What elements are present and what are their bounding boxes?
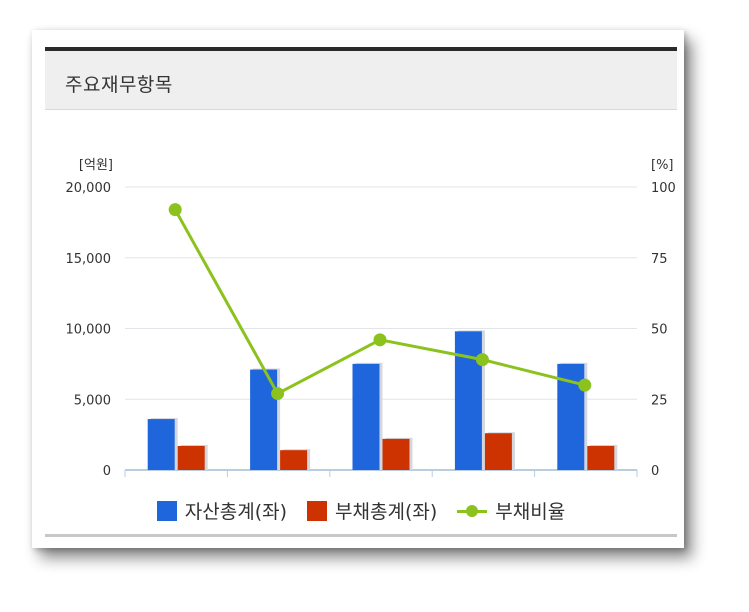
assets-swatch-icon bbox=[156, 500, 177, 521]
chart-legend: 자산총계(좌) 부채총계(좌) 부채비율 bbox=[45, 497, 677, 524]
x-tick-label: 2020/12 bbox=[252, 486, 306, 487]
y-left-tick-label: 20,000 bbox=[66, 181, 112, 196]
y-left-tick-label: 0 bbox=[103, 464, 111, 479]
assets-bar bbox=[352, 363, 380, 470]
liabilities-bar bbox=[587, 445, 615, 470]
y-left-tick-label: 5,000 bbox=[74, 393, 111, 408]
y-right-tick-label: 75 bbox=[651, 252, 668, 267]
y-right-unit-label: [%] bbox=[651, 158, 674, 173]
y-right-tick-label: 100 bbox=[651, 181, 676, 196]
chart-card: 주요재무항목 0 0 5,000 25 10,000 50 15,000 75 20,000 10… bbox=[32, 30, 684, 548]
liabilities-swatch-icon bbox=[307, 500, 328, 521]
legend-item-assets[interactable]: 자산총계(좌) bbox=[156, 497, 288, 524]
panel-top-border bbox=[45, 47, 677, 51]
liabilities-bar bbox=[382, 438, 410, 470]
assets-bar bbox=[147, 419, 175, 470]
liabilities-bar bbox=[484, 433, 512, 470]
x-tick-label: 2022/12 bbox=[456, 486, 510, 487]
legend-label-ratio: 부채비율 bbox=[495, 501, 566, 523]
panel-title: 주요재무항목 bbox=[65, 74, 173, 96]
assets-bar bbox=[454, 331, 482, 470]
y-left-unit-label: [억원] bbox=[79, 158, 113, 173]
y-left-tick-label: 15,000 bbox=[66, 252, 112, 267]
x-tick-label: 2019/12 bbox=[149, 486, 203, 487]
debt-ratio-point bbox=[373, 333, 387, 347]
legend-label-liabilities: 부채총계(좌) bbox=[335, 501, 438, 523]
legend-label-assets: 자산총계(좌) bbox=[184, 501, 288, 523]
y-right-tick-label: 50 bbox=[651, 323, 668, 338]
legend-item-liabilities[interactable]: 부채총계(좌) bbox=[307, 497, 437, 524]
ratio-line-icon bbox=[457, 501, 488, 521]
legend-item-ratio[interactable]: 부채비율 bbox=[457, 497, 565, 524]
x-tick-label: 2021/12 bbox=[354, 486, 408, 487]
liabilities-bar bbox=[177, 445, 205, 470]
debt-ratio-point bbox=[475, 353, 489, 367]
panel-header: 주요재무항목 bbox=[45, 51, 677, 110]
financial-summary-panel: 주요재무항목 0 0 5,000 25 10,000 50 15,000 75 20,000 10… bbox=[45, 47, 677, 537]
combo-chart: 0 0 5,000 25 10,000 50 15,000 75 20,000 100 [억원] [%… bbox=[66, 158, 676, 487]
debt-ratio-point bbox=[578, 378, 592, 392]
y-right-tick-label: 0 bbox=[651, 464, 659, 479]
y-right-tick-label: 25 bbox=[651, 393, 668, 408]
liabilities-bar bbox=[280, 450, 308, 470]
panel-bottom-border bbox=[45, 534, 677, 537]
x-tick-label: 2023/12 bbox=[559, 486, 613, 487]
y-left-tick-label: 10,000 bbox=[66, 323, 112, 338]
debt-ratio-point bbox=[168, 203, 182, 217]
debt-ratio-point bbox=[271, 387, 285, 401]
